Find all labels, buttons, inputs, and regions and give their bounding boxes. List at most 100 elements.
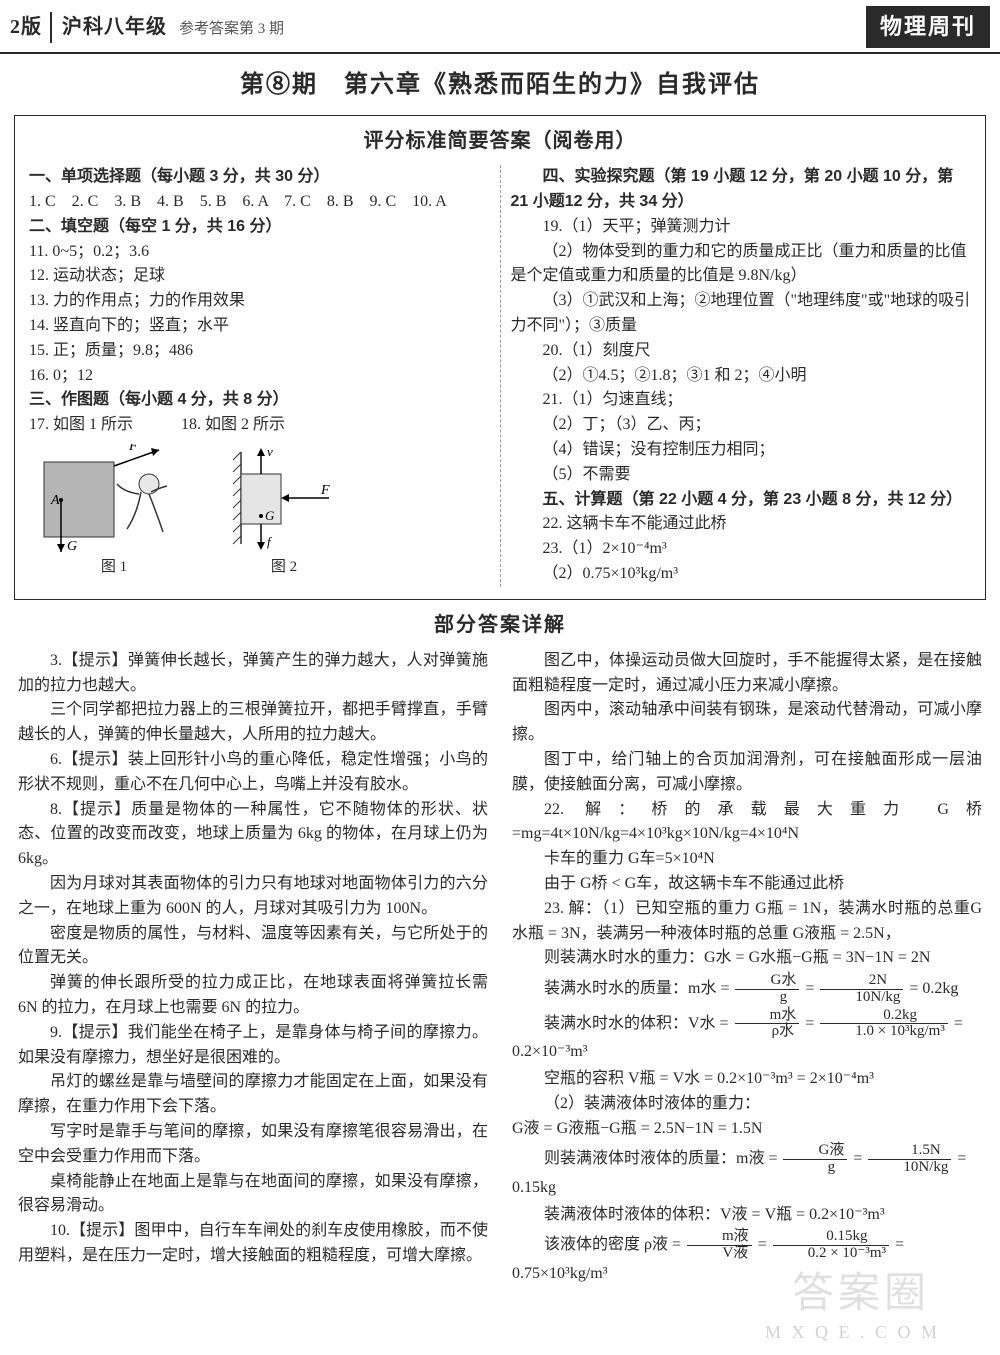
frac-num: 0.2kg xyxy=(820,1008,948,1025)
q13: 13. 力的作用点；力的作用效果 xyxy=(29,289,490,314)
q23-cap: 空瓶的容积 V瓶 = V水 = 0.2×10⁻³m³ = 2×10⁻⁴m³ xyxy=(512,1067,982,1092)
q21-2: （2）丁；（3）乙、丙； xyxy=(511,413,972,438)
fraction: m液V液 xyxy=(687,1229,752,1262)
q17-18: 17. 如图 1 所示 18. 如图 2 所示 xyxy=(29,413,490,438)
frac-den: 1.0 × 10³kg/m³ xyxy=(820,1024,948,1040)
detail-para: 6.【提示】装上回形针小鸟的重心降低，稳定性增强；小鸟的形状不规则，重心不在几何… xyxy=(18,748,488,798)
q16: 16. 0；12 xyxy=(29,364,490,389)
fraction: m水ρ水 xyxy=(735,1008,800,1041)
eq-label: 该液体的密度 ρ液 = xyxy=(544,1236,685,1253)
main-title: 第⑧期 第六章《熟悉而陌生的力》自我评估 xyxy=(0,66,1000,103)
q21-3: （4）错误；没有控制压力相同； xyxy=(511,438,972,463)
fraction: 0.15kg0.2 × 10⁻³m³ xyxy=(773,1229,889,1262)
q19-1: 19.（1）天平；弹簧测力计 xyxy=(511,215,972,240)
detail-para: 图丁中，给门轴上的合页加润滑剂，可在接触面形成一层油膜，使接触面分离，可减小摩擦… xyxy=(512,748,982,798)
detail-col-left: 3.【提示】弹簧伸长越长，弹簧产生的弹力越大，人对弹簧施加的拉力也越大。 三个同… xyxy=(18,649,488,1289)
header-left: 2版 沪科八年级 参考答案第 3 期 xyxy=(10,12,284,43)
frac-den: g xyxy=(735,990,799,1006)
frac-den: ρ水 xyxy=(735,1024,800,1040)
header-issue: 参考答案第 3 期 xyxy=(179,18,284,41)
watermark-url: M X Q E . C O M xyxy=(765,1319,940,1347)
q22-short: 22. 这辆卡车不能通过此桥 xyxy=(511,512,972,537)
q18-label: 18. 如图 2 所示 xyxy=(181,416,285,433)
q23-gliq: G液 = G液瓶−G瓶 = 2.5N−1N = 1.5N xyxy=(512,1117,982,1142)
q23-p2: （2）装满液体时液体的重力： xyxy=(512,1092,982,1117)
detail-para: 10.【提示】图甲中，自行车车闸处的刹车皮使用橡胶，而不使用塑料，是在压力一定时… xyxy=(18,1219,488,1269)
detail-para: 因为月球对其表面物体的引力只有地球对地面物体引力的六分之一，在地球上重为 600… xyxy=(18,872,488,922)
detail-para: 密度是物质的属性，与材料、温度等因素有关，与它所处于的位置无关。 xyxy=(18,922,488,972)
q21-4: （5）不需要 xyxy=(511,463,972,488)
detail-para: 图丙中，滚动轴承中间装有钢珠，是滚动代替滑动，可减小摩擦。 xyxy=(512,698,982,748)
svg-text:F: F xyxy=(128,444,138,454)
figure-2-svg: G v F f xyxy=(229,444,339,554)
eq-text: = xyxy=(853,1150,866,1167)
svg-text:A: A xyxy=(50,493,60,508)
eq-label: 装满水时水的质量：m水 = xyxy=(544,980,733,997)
detail-para: 吊灯的螺丝是靠与墙壁间的摩擦力才能固定在上面，如果没有摩擦，在重力作用下会下落。 xyxy=(18,1070,488,1120)
q17-label: 17. 如图 1 所示 xyxy=(29,416,133,433)
page-number: 2版 xyxy=(10,12,42,43)
section-5-head: 五、计算题（第 22 小题 4 分，第 23 小题 8 分，共 12 分） xyxy=(511,488,972,513)
q19-3: （3）①武汉和上海；②地理位置（"地理纬度"或"地球的吸引力不同"）；③质量 xyxy=(511,289,972,339)
section-2-head: 二、填空题（每空 1 分，共 16 分） xyxy=(29,215,490,240)
frac-den: 10N/kg xyxy=(868,1160,951,1176)
q23-head: 23. 解：（1）已知空瓶的重力 G瓶 = 1N，装满水时瓶的总重G水瓶 = 3… xyxy=(512,897,982,947)
fraction: 0.2kg1.0 × 10³kg/m³ xyxy=(820,1008,948,1041)
svg-text:G: G xyxy=(265,508,275,523)
q23-vliq: 装满液体时液体的体积：V液 = V瓶 = 0.2×10⁻³m³ xyxy=(512,1203,982,1228)
q22-line1: 22. 解：桥的承载最大重力 G桥=mg=4t×10N/kg=4×10³kg×1… xyxy=(512,798,982,848)
eq-label: 装满水时水的体积：V水 = xyxy=(544,1015,733,1032)
q19-2: （2）物体受到的重力和它的质量成正比（重力和质量的比值是个定值或重力和质量的比值… xyxy=(511,240,972,290)
eq-m-water: 装满水时水的质量：m水 = G水g = 2N10N/kg = 0.2kg xyxy=(512,973,982,1006)
frac-num: m液 xyxy=(687,1229,752,1246)
frac-num: G液 xyxy=(783,1143,847,1160)
q21-1: 21.（1）匀速直线； xyxy=(511,388,972,413)
frac-num: 1.5N xyxy=(868,1143,951,1160)
frac-num: G水 xyxy=(735,973,799,990)
svg-text:f: f xyxy=(267,534,273,549)
detail-para: 写字时是靠手与笔间的摩擦，如果没有摩擦笔很容易滑出，在空中会受重力作用而下落。 xyxy=(18,1120,488,1170)
eq-text: = xyxy=(805,1015,818,1032)
figure-2: G v F f 图 2 xyxy=(229,444,339,579)
eq-text: = xyxy=(758,1236,771,1253)
eq-text: = 0.2kg xyxy=(909,980,958,997)
eq-v-water: 装满水时水的体积：V水 = m水ρ水 = 0.2kg1.0 × 10³kg/m³… xyxy=(512,1008,982,1065)
q15: 15. 正；质量；9.8；486 xyxy=(29,339,490,364)
detail-title: 部分答案详解 xyxy=(0,610,1000,641)
frac-num: 2N xyxy=(820,973,903,990)
figure-2-caption: 图 2 xyxy=(229,556,339,579)
eq-rho: 该液体的密度 ρ液 = m液V液 = 0.15kg0.2 × 10⁻³m³ = … xyxy=(512,1229,982,1286)
q22-line2: 卡车的重力 G车=5×10⁴N xyxy=(512,847,982,872)
detail-col-right: 图乙中，体操运动员做大回旋时，手不能握得太紧，是在接触面粗糙程度一定时，通过减小… xyxy=(512,649,982,1289)
frac-den: 0.2 × 10⁻³m³ xyxy=(773,1246,889,1262)
eq-m-liq: 则装满液体时液体的质量：m液 = G液g = 1.5N10N/kg = 0.15… xyxy=(512,1143,982,1200)
answer-box-title: 评分标准简要答案（阅卷用） xyxy=(29,126,971,157)
q23-1: 23.（1）2×10⁻⁴m³ xyxy=(511,537,972,562)
detail-para: 弹簧的伸长跟所受的拉力成正比，在地球表面将弹簧拉长需 6N 的拉力，在月球上也需… xyxy=(18,971,488,1021)
section-4-head: 四、实验探究题（第 19 小题 12 分，第 20 小题 10 分，第 21 小… xyxy=(511,165,972,215)
svg-text:F: F xyxy=(320,483,330,498)
q14: 14. 竖直向下的；竖直；水平 xyxy=(29,314,490,339)
page-header: 2版 沪科八年级 参考答案第 3 期 物理周刊 xyxy=(0,0,1000,54)
svg-text:G: G xyxy=(67,539,77,554)
detail-para: 9.【提示】我们能坐在椅子上，是靠身体与椅子间的摩擦力。如果没有摩擦力，想坐好是… xyxy=(18,1021,488,1071)
detail-columns: 3.【提示】弹簧伸长越长，弹簧产生的弹力越大，人对弹簧施加的拉力也越大。 三个同… xyxy=(0,649,1000,1289)
figure-1-caption: 图 1 xyxy=(39,556,189,579)
frac-den: V液 xyxy=(687,1246,752,1262)
answer-col-left: 一、单项选择题（每小题 3 分，共 30 分） 1. C 2. C 3. B 4… xyxy=(29,165,501,587)
section-3-head: 三、作图题（每小题 4 分，共 8 分） xyxy=(29,388,490,413)
header-series: 沪科八年级 xyxy=(50,12,167,43)
brand-badge: 物理周刊 xyxy=(866,6,990,48)
figure-1-svg: A G F xyxy=(39,444,189,554)
fraction: G水g xyxy=(735,973,799,1006)
frac-den: 10N/kg xyxy=(820,990,903,1006)
fraction: 2N10N/kg xyxy=(820,973,903,1006)
section-1-head: 一、单项选择题（每小题 3 分，共 30 分） xyxy=(29,165,490,190)
frac-num: m水 xyxy=(735,1008,800,1025)
q23-2: （2）0.75×10³kg/m³ xyxy=(511,562,972,587)
detail-para: 8.【提示】质量是物体的一种属性，它不随物体的形状、状态、位置的改变而改变，地球… xyxy=(18,798,488,872)
detail-para: 桌椅能静止在地面上是靠与在地面间的摩擦，如果没有摩擦，很容易滑动。 xyxy=(18,1170,488,1220)
frac-num: 0.15kg xyxy=(773,1229,889,1246)
q11: 11. 0~5；0.2；3.6 xyxy=(29,240,490,265)
q20-2: （2）①4.5；②1.8；③1 和 2；④小明 xyxy=(511,364,972,389)
